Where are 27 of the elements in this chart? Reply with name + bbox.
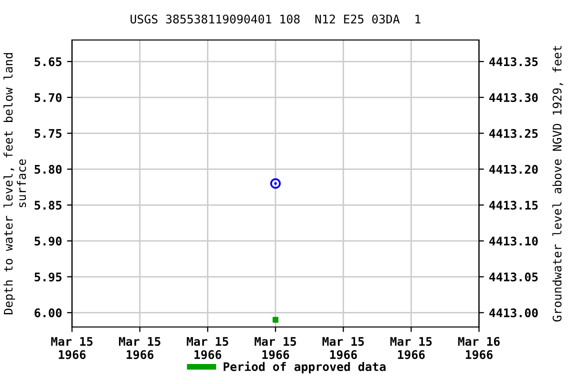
y-tick-label: 5.80 bbox=[34, 164, 62, 174]
legend-label: Period of approved data bbox=[224, 361, 386, 374]
y-tick-label: 5.85 bbox=[34, 200, 62, 210]
y-tick-label: 5.65 bbox=[34, 57, 62, 66]
y-tick-label: 5.70 bbox=[34, 93, 62, 102]
y-tick-label: 5.90 bbox=[34, 236, 62, 246]
chart-title: USGS 385538119090401 108 N12 E25 03DA 1 bbox=[130, 14, 420, 24]
y-tick-label: 5.75 bbox=[34, 129, 62, 138]
y-tick-label: 6.00 bbox=[34, 308, 62, 318]
y2-tick-label: 4413.10 bbox=[489, 236, 538, 246]
y2-tick-label: 4413.05 bbox=[489, 272, 538, 282]
y2-axis-title: Groundwater level above NGVD 1929, feet bbox=[552, 46, 564, 322]
x-tick-label: Mar 15 1966 bbox=[186, 337, 228, 360]
y2-tick-label: 4413.15 bbox=[489, 200, 538, 210]
x-tick-label: Mar 15 1966 bbox=[390, 337, 432, 360]
x-tick-label: Mar 15 1966 bbox=[322, 337, 364, 360]
y-axis-title: Depth to water level, feet below land surface bbox=[4, 53, 26, 314]
y2-tick-label: 4413.20 bbox=[489, 164, 538, 174]
x-tick-label: Mar 16 1966 bbox=[458, 336, 500, 360]
x-tick-label: Mar 15 1966 bbox=[51, 337, 93, 360]
y2-tick-label: 4413.00 bbox=[489, 308, 538, 318]
y2-tick-label: 4413.30 bbox=[489, 93, 538, 102]
y2-tick-label: 4413.35 bbox=[489, 57, 538, 66]
y2-tick-label: 4413.25 bbox=[489, 129, 538, 138]
x-tick-label: Mar 15 1966 bbox=[119, 337, 160, 360]
x-tick-label: Mar 15 1966 bbox=[254, 337, 296, 360]
y-tick-label: 5.95 bbox=[34, 272, 62, 282]
